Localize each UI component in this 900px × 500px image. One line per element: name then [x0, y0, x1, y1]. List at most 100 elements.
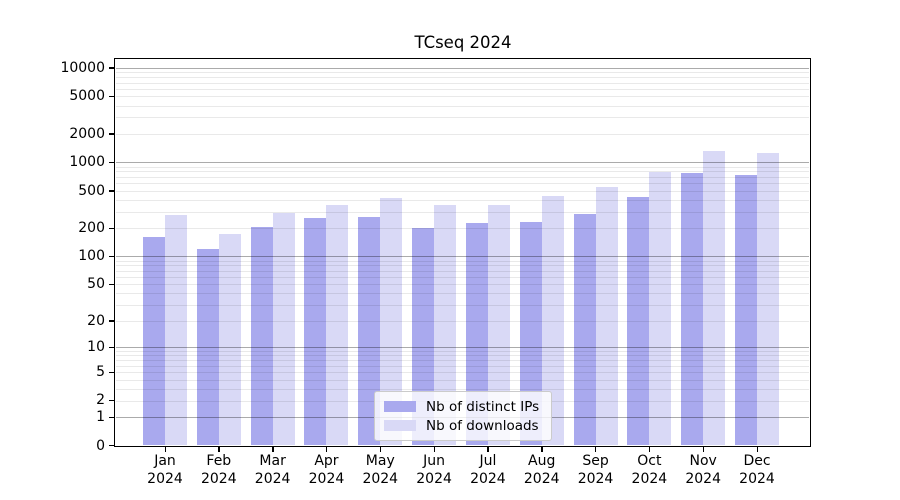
x-tick-label-line: 2024 — [631, 470, 668, 487]
bar-feb-downloads — [218, 234, 241, 445]
gridline-2000 — [116, 133, 809, 135]
gridline-4000 — [116, 105, 809, 107]
x-tick-mar — [272, 447, 274, 452]
gridline-6 — [116, 365, 809, 367]
y-tick-10000 — [109, 67, 115, 69]
legend-swatch-ips — [384, 401, 416, 412]
gridline-20 — [116, 320, 809, 322]
x-tick-label-nov: Nov 2024 — [665, 453, 741, 488]
y-tick-label-10: 10 — [87, 339, 105, 356]
x-tick-label-line: Sep — [582, 453, 609, 469]
bar-sep-ips — [573, 214, 596, 445]
bar-sep-downloads — [595, 187, 618, 445]
gridline-3 — [116, 388, 809, 390]
x-tick-label-oct: Oct 2024 — [611, 453, 687, 488]
bar-aug-ips — [519, 221, 542, 445]
y-tick-5000 — [109, 95, 115, 98]
y-tick-20 — [109, 320, 115, 322]
x-tick-label-line: Jun — [423, 453, 446, 469]
y-tick-1000 — [109, 161, 115, 164]
gridline-80 — [116, 265, 809, 267]
x-tick-label-line: Nov — [689, 453, 717, 469]
bar-nov-ips — [681, 172, 704, 445]
bar-oct-ips — [627, 196, 650, 445]
bar-may-ips — [358, 217, 381, 445]
gridline-40 — [116, 293, 809, 295]
bar-jan-downloads — [165, 214, 187, 445]
gridline-9 — [116, 351, 809, 353]
y-tick-label-200: 200 — [78, 220, 105, 237]
x-tick-label-jan: Jan 2024 — [127, 453, 203, 488]
y-tick-label-1: 1 — [96, 409, 105, 426]
gridline-7 — [116, 360, 809, 362]
gridline-10 — [116, 347, 809, 349]
x-tick-jun — [433, 447, 435, 452]
x-tick-may — [379, 447, 382, 452]
x-tick-label-line: 2024 — [577, 470, 614, 487]
gridline-3000 — [116, 117, 809, 119]
bar-may-downloads — [380, 197, 403, 445]
x-tick-label-line: 2024 — [739, 470, 775, 487]
gridline-50 — [116, 284, 809, 286]
legend: Nb of distinct IPs Nb of downloads — [374, 391, 552, 441]
x-tick-label-jul: Jul 2024 — [450, 453, 526, 488]
x-tick-label-mar: Mar 2024 — [235, 453, 311, 488]
bar-apr-ips — [304, 218, 327, 445]
chart-title: TCseq 2024 — [414, 33, 512, 52]
y-tick-label-2: 2 — [96, 392, 105, 409]
x-tick-label-line: Jul — [479, 453, 497, 469]
x-tick-label-aug: Aug 2024 — [504, 453, 580, 488]
x-tick-label-line: Aug — [528, 453, 556, 469]
bar-nov-downloads — [703, 150, 726, 445]
gridline-300 — [116, 211, 809, 213]
x-tick-label-line: Apr — [314, 453, 339, 469]
y-tick-2 — [109, 399, 115, 402]
gridline-60 — [116, 277, 809, 278]
gridline-4 — [116, 379, 809, 381]
y-tick-label-50: 50 — [87, 276, 105, 293]
x-tick-label-may: May 2024 — [342, 453, 418, 488]
bar-apr-downloads — [326, 204, 349, 445]
y-tick-label-1000: 1000 — [69, 154, 105, 171]
x-tick-jul — [487, 447, 489, 452]
x-tick-label-line: Oct — [637, 453, 662, 469]
gridline-1000 — [116, 162, 809, 164]
y-tick-100 — [109, 255, 115, 258]
legend-label-downloads: Nb of downloads — [426, 417, 539, 434]
y-tick-label-5: 5 — [96, 364, 105, 381]
y-tick-label-100: 100 — [78, 248, 105, 265]
gridline-90 — [116, 260, 809, 262]
gridline-6000 — [116, 88, 809, 90]
x-tick-label-sep: Sep 2024 — [558, 453, 634, 488]
y-tick-label-5000: 5000 — [69, 88, 105, 105]
gridline-70 — [116, 270, 809, 272]
x-tick-nov — [702, 447, 705, 452]
x-tick-label-feb: Feb 2024 — [181, 453, 257, 488]
x-tick-label-line: 2024 — [416, 470, 452, 487]
bar-jun-ips — [412, 227, 435, 445]
y-tick-0 — [109, 445, 115, 447]
y-tick-10 — [109, 346, 115, 349]
bar-dec-ips — [735, 174, 757, 445]
y-tick-label-20: 20 — [87, 312, 105, 329]
gridline-8000 — [116, 77, 809, 78]
y-tick-label-10000: 10000 — [60, 59, 105, 76]
x-tick-label-line: Feb — [206, 453, 232, 469]
bar-dec-downloads — [757, 153, 779, 445]
gridline-800 — [116, 171, 809, 173]
bar-jul-ips — [465, 222, 488, 445]
bar-mar-ips — [250, 226, 273, 445]
bar-oct-downloads — [649, 172, 672, 445]
gridline-400 — [116, 199, 809, 201]
y-tick-1 — [109, 416, 115, 418]
x-tick-label-line: 2024 — [470, 470, 506, 487]
gridline-30 — [116, 304, 809, 306]
y-tick-label-2000: 2000 — [69, 125, 105, 142]
bar-mar-downloads — [272, 212, 295, 445]
y-tick-2000 — [109, 133, 115, 135]
y-tick-500 — [109, 190, 115, 192]
gridline-5000 — [116, 96, 809, 98]
x-tick-label-dec: Dec 2024 — [719, 453, 795, 488]
x-tick-label-line: 2024 — [147, 470, 183, 487]
